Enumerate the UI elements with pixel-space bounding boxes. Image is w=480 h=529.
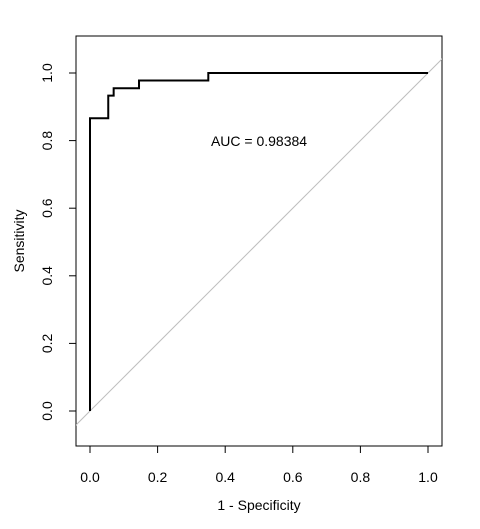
x-tick-label: 0.0 (80, 469, 100, 485)
x-tick-label: 0.8 (351, 469, 371, 485)
y-tick-label: 0.2 (39, 333, 55, 353)
x-tick-label: 1.0 (418, 469, 438, 485)
x-axis: 0.0 0.2 0.4 0.6 0.8 1.0 (80, 445, 438, 485)
x-axis-label: 1 - Specificity (217, 497, 300, 513)
reference-diagonal-line (76, 58, 442, 426)
y-axis: 0.0 0.2 0.4 0.6 0.8 1.0 (39, 63, 77, 421)
y-tick-label: 0.8 (39, 131, 55, 151)
auc-annotation: AUC = 0.98384 (211, 133, 307, 149)
roc-curve-line (89, 72, 428, 411)
y-tick-label: 0.4 (39, 266, 55, 286)
y-axis-label: Sensitivity (11, 209, 27, 272)
y-tick-label: 1.0 (39, 63, 55, 83)
plot-frame (75, 35, 443, 447)
y-tick-label: 0.0 (39, 401, 55, 421)
y-tick-label: 0.6 (39, 198, 55, 218)
x-tick-label: 0.2 (148, 469, 168, 485)
x-tick-label: 0.4 (215, 469, 235, 485)
x-tick-label: 0.6 (283, 469, 303, 485)
